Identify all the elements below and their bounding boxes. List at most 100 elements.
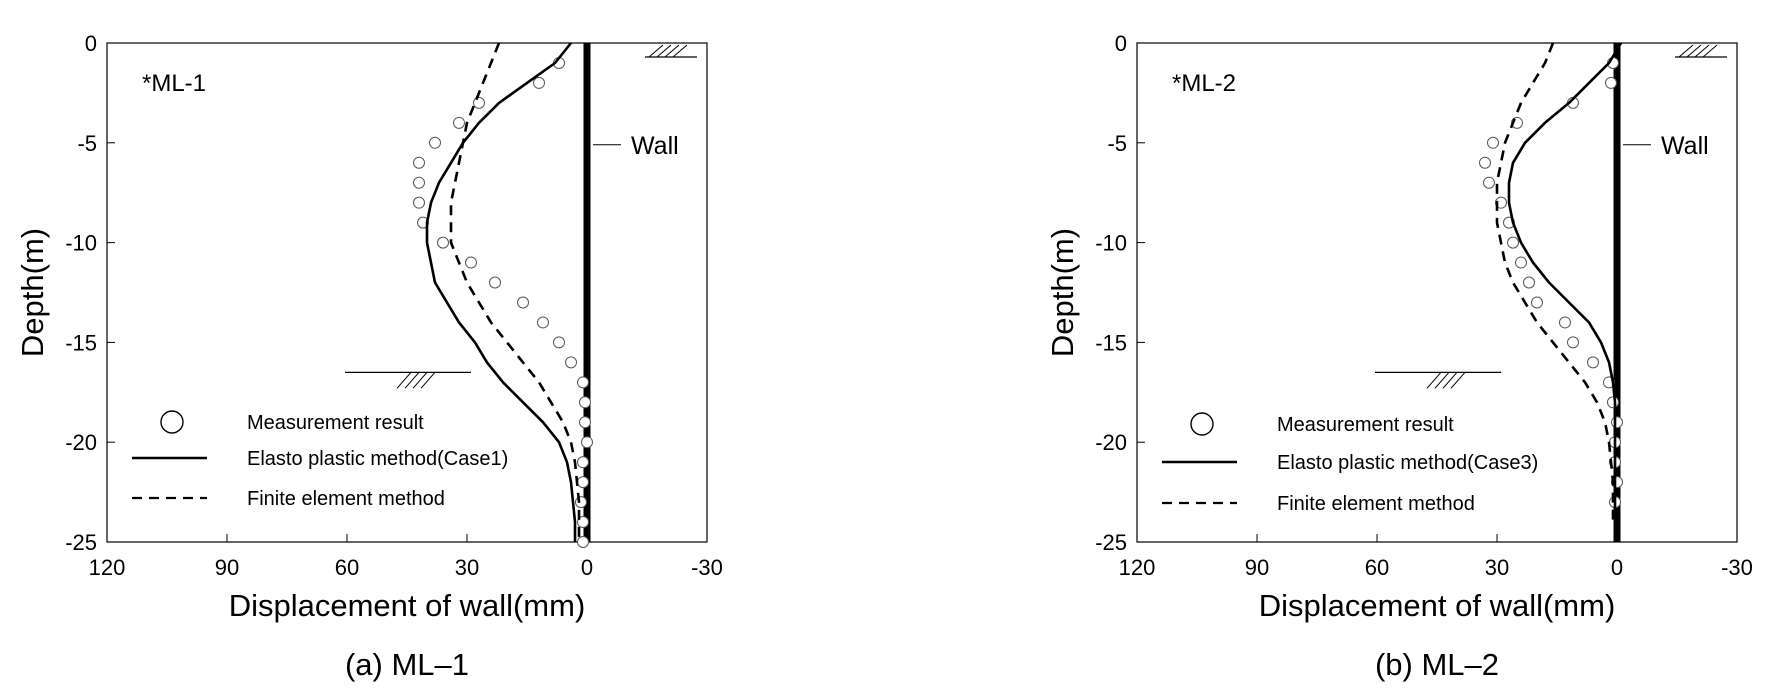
measurement-point — [517, 296, 529, 309]
excavation-hatch-mark — [1426, 372, 1442, 389]
measurement-point — [1559, 316, 1571, 329]
y-tick-label: -15 — [65, 330, 97, 355]
measurement-point — [565, 356, 577, 369]
y-tick-label: -25 — [65, 530, 97, 555]
x-tick-label: 60 — [335, 555, 359, 580]
panel-label: *ML-2 — [1172, 70, 1236, 97]
y-tick-label: 0 — [85, 31, 97, 56]
measurement-point — [489, 276, 501, 289]
ground-hatch-mark — [1702, 44, 1718, 58]
measurement-point — [581, 436, 593, 449]
legend-elasto-plastic-label: Elasto plastic method(Case3) — [1277, 452, 1538, 474]
ground-hatch-mark — [648, 44, 664, 58]
measurement-point — [413, 156, 425, 169]
fem-curve — [1495, 42, 1615, 522]
excavation-hatch-mark — [404, 372, 420, 389]
legend-fem-label: Finite element method — [247, 488, 445, 510]
measurement-point — [429, 136, 441, 149]
y-tick-label: 0 — [1115, 31, 1127, 56]
y-tick-label: -10 — [65, 231, 97, 256]
measurement-point — [577, 456, 589, 469]
x-tick-label: 60 — [1365, 555, 1389, 580]
chart-panel-ml1: 120 90 60 30 0 -30 0 -5 -10 -15 -20 -25 Displacement… — [15, 31, 723, 682]
elasto-plastic-curve — [425, 42, 577, 542]
measurement-point — [553, 336, 565, 349]
measurement-point — [473, 96, 485, 109]
excavation-hatch-mark — [412, 372, 428, 389]
y-tick-label: -5 — [77, 131, 97, 156]
fem-curve — [449, 42, 581, 542]
x-tick-label: 90 — [1245, 555, 1269, 580]
y-tick-label: -25 — [1095, 530, 1127, 555]
measurement-point — [1587, 356, 1599, 369]
measurement-point — [1507, 236, 1519, 249]
measurement-point — [577, 376, 589, 389]
measurement-point — [1611, 416, 1623, 429]
ground-hatch-mark — [656, 44, 672, 58]
measurement-point — [579, 416, 591, 429]
panel-label: *ML-1 — [142, 70, 206, 97]
measurement-point — [413, 196, 425, 209]
measurement-point — [577, 536, 589, 548]
legend-measurement-symbol — [160, 410, 184, 434]
elasto-plastic-curve — [1507, 42, 1623, 522]
x-axis-title: Displacement of wall(mm) — [229, 588, 586, 623]
legend-fem-label: Finite element method — [1277, 493, 1475, 515]
ground-hatch-mark — [664, 44, 680, 58]
measurement-point — [1567, 336, 1579, 349]
legend-measurement-symbol — [1190, 412, 1214, 436]
y-axis-title: Depth(m) — [1045, 228, 1080, 357]
legend-elasto-plastic-label: Elasto plastic method(Case1) — [247, 448, 508, 470]
legend-measurement-label: Measurement result — [1277, 414, 1454, 436]
y-tick-label: -15 — [1095, 330, 1127, 355]
measurement-point — [1483, 176, 1495, 189]
x-tick-label: 30 — [1485, 555, 1509, 580]
y-axis-title: Depth(m) — [15, 228, 50, 357]
x-axis-title: Displacement of wall(mm) — [1259, 588, 1616, 623]
y-tick-label: -20 — [1095, 430, 1127, 455]
measurement-point — [1523, 276, 1535, 289]
ground-hatch-mark — [1694, 44, 1710, 58]
measurement-point — [1531, 296, 1543, 309]
excavation-hatch-mark — [1450, 372, 1466, 389]
measurement-point — [1487, 136, 1499, 149]
y-tick-label: -5 — [1107, 131, 1127, 156]
measurement-point — [1607, 396, 1619, 409]
x-tick-label: 0 — [581, 555, 593, 580]
x-tick-label: 120 — [1119, 555, 1156, 580]
chart-panel-ml2: 120 90 60 30 0 -30 0 -5 -10 -15 -20 -25 Displacement… — [1045, 31, 1753, 682]
measurement-point — [465, 256, 477, 269]
x-tick-label: 120 — [89, 555, 126, 580]
measurement-point — [413, 176, 425, 189]
ground-hatch-mark — [672, 44, 688, 58]
measurement-point — [577, 476, 589, 489]
excavation-hatch-mark — [420, 372, 436, 389]
y-tick-label: -10 — [1095, 231, 1127, 256]
wall-label: Wall — [631, 132, 679, 160]
measurement-point — [575, 496, 587, 509]
x-tick-label: -30 — [691, 555, 723, 580]
measurement-point — [579, 396, 591, 409]
x-tick-label: -30 — [1721, 555, 1753, 580]
x-tick-label: 0 — [1611, 555, 1623, 580]
measurement-point — [533, 76, 545, 89]
excavation-hatch-mark — [396, 372, 412, 389]
excavation-hatch-mark — [1442, 372, 1458, 389]
measurement-point — [437, 236, 449, 249]
figure-caption: (a) ML–1 — [345, 647, 469, 682]
plot-frame — [1136, 42, 1738, 543]
wall-label: Wall — [1661, 132, 1709, 160]
ground-hatch-mark — [1678, 44, 1694, 58]
legend-measurement-label: Measurement result — [247, 412, 424, 434]
measurement-point — [1515, 256, 1527, 269]
measurement-point — [1605, 76, 1617, 89]
x-tick-label: 90 — [215, 555, 239, 580]
figure-caption: (b) ML–2 — [1375, 647, 1499, 682]
measurement-point — [1479, 156, 1491, 169]
measurement-point — [537, 316, 549, 329]
ground-hatch-mark — [1686, 44, 1702, 58]
excavation-hatch-mark — [1434, 372, 1450, 389]
plot-frame — [106, 42, 708, 543]
y-tick-label: -20 — [65, 430, 97, 455]
